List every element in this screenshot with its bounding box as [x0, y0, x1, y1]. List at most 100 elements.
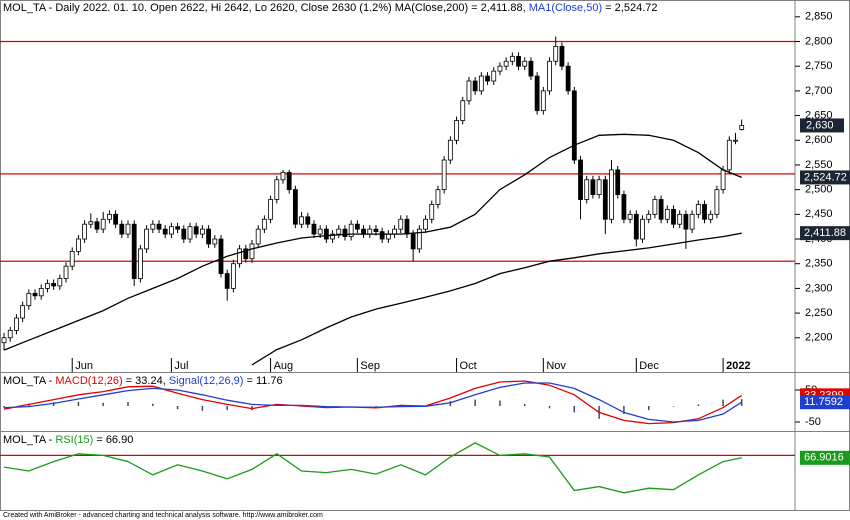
candle-body: [739, 125, 745, 130]
candle-body: [38, 287, 44, 297]
candle-body: [199, 228, 205, 235]
title-part: = 2,524.72: [602, 2, 657, 14]
candle-body: [385, 233, 391, 240]
candle-body: [429, 204, 435, 220]
series-line: [3, 133, 742, 351]
candle-body: [193, 226, 199, 235]
y-tick-label: 2,500: [805, 184, 833, 196]
candle-body: [509, 55, 515, 62]
candle-body: [187, 226, 193, 240]
candle-body: [45, 283, 50, 289]
candle-body: [119, 223, 125, 235]
candle-body: [640, 218, 645, 240]
candle-body: [32, 292, 38, 297]
candle-body: [249, 243, 255, 260]
candle-body: [348, 223, 354, 237]
candle-body: [107, 213, 112, 220]
candle-body: [311, 223, 317, 235]
candle-body: [88, 221, 94, 225]
candle-body: [224, 273, 230, 289]
candle-body: [522, 60, 528, 67]
candle-body: [292, 189, 298, 225]
candle-body: [305, 216, 311, 225]
title-part: = 11.76: [243, 375, 282, 387]
pane: [3, 380, 743, 425]
y-tick-label: 2,600: [805, 134, 833, 146]
candle-body: [138, 248, 143, 279]
x-tick-label: Oct: [460, 360, 477, 372]
candle-body: [26, 292, 32, 307]
value-badge-label: 11.7592: [804, 396, 843, 408]
candle-body: [317, 228, 323, 235]
candle-body: [571, 90, 577, 161]
x-tick-label: Jun: [75, 360, 93, 372]
x-tick-label: Jul: [174, 360, 188, 372]
candle-body: [503, 60, 509, 67]
candle-body: [578, 159, 583, 200]
candle-body: [590, 179, 596, 195]
candle-body: [354, 223, 360, 230]
title-part: RSI(15): [55, 434, 93, 446]
y-tick-label: 2,350: [805, 258, 833, 270]
x-tick-label: Sep: [360, 360, 380, 372]
candle-body: [671, 208, 676, 225]
candle-body: [609, 169, 614, 220]
candle-body: [280, 171, 286, 181]
candle-body: [373, 228, 379, 233]
candle-body: [7, 329, 13, 339]
candle-body: [547, 60, 552, 92]
y-tick-label: 2,300: [805, 282, 833, 294]
value-badge-label: 2,524.72: [804, 171, 847, 183]
candle-body: [181, 228, 187, 240]
series-line: [3, 442, 742, 494]
series-line: [251, 232, 742, 366]
footer: Created with AmiBroker - advanced charti…: [3, 512, 323, 519]
candle-body: [416, 228, 422, 250]
candle-body: [652, 199, 658, 215]
candle-body: [658, 199, 664, 220]
candle-body: [14, 317, 19, 331]
candle-body: [664, 208, 670, 220]
candle-body: [268, 199, 273, 220]
candle-body: [565, 65, 571, 92]
y-tick-label: 2,200: [805, 332, 833, 344]
candle-body: [559, 46, 565, 67]
candle-body: [162, 228, 168, 235]
candle-body: [243, 248, 249, 260]
x-tick-label: 2022: [726, 360, 750, 372]
candle-body: [733, 139, 738, 142]
candle-body: [168, 226, 174, 235]
value-badge: [800, 450, 850, 465]
value-badge: [800, 395, 850, 410]
candle-body: [82, 223, 88, 240]
candle-body: [379, 231, 385, 240]
candle-body: [435, 189, 441, 205]
candle-body: [466, 80, 472, 102]
title-part: = 66.90: [93, 434, 133, 446]
y-tick-label: 2,250: [805, 307, 833, 319]
y-tick-label: 2,450: [805, 208, 833, 220]
candle-body: [702, 204, 707, 220]
candle-body: [553, 46, 559, 62]
candle-body: [342, 228, 348, 237]
candle-body: [404, 218, 410, 235]
title-part: MOL_TA -: [3, 375, 55, 387]
x-tick-label: Nov: [546, 360, 566, 372]
candle-body: [20, 305, 26, 319]
title-part: MOL_TA - Daily 2022. 01. 10. Open 2622, …: [3, 2, 529, 14]
candle-body: [528, 60, 534, 77]
candle-body: [584, 179, 590, 200]
candle-body: [336, 228, 342, 235]
candle-body: [423, 218, 428, 230]
candle-body: [689, 213, 695, 230]
candle-body: [367, 228, 373, 235]
last-price-badge: [800, 118, 844, 133]
pane-title: MOL_TA - MACD(12,26) = 33.24, Signal(12,…: [3, 375, 283, 387]
candle-body: [63, 265, 69, 279]
candle-body: [94, 221, 100, 230]
y-tick-label: 2,800: [805, 35, 833, 47]
candle-body: [478, 75, 484, 92]
candle-body: [131, 223, 137, 279]
candle-body: [534, 75, 540, 112]
